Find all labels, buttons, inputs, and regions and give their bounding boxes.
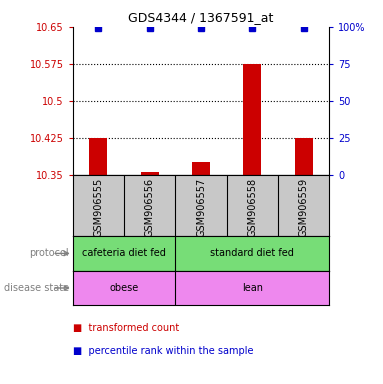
Text: standard diet fed: standard diet fed xyxy=(211,248,294,258)
Text: lean: lean xyxy=(242,283,263,293)
Text: ■  percentile rank within the sample: ■ percentile rank within the sample xyxy=(73,346,253,356)
Text: disease state: disease state xyxy=(4,283,69,293)
Bar xyxy=(141,172,159,175)
Bar xyxy=(90,138,107,175)
Bar xyxy=(295,138,313,175)
Text: ■  transformed count: ■ transformed count xyxy=(73,323,179,333)
Title: GDS4344 / 1367591_at: GDS4344 / 1367591_at xyxy=(128,11,274,24)
Bar xyxy=(192,162,210,175)
Text: GSM906559: GSM906559 xyxy=(299,178,309,237)
Text: cafeteria diet fed: cafeteria diet fed xyxy=(82,248,166,258)
Text: obese: obese xyxy=(110,283,139,293)
Text: GSM906558: GSM906558 xyxy=(247,178,257,237)
Text: GSM906556: GSM906556 xyxy=(145,178,155,237)
Text: GSM906557: GSM906557 xyxy=(196,178,206,237)
Text: protocol: protocol xyxy=(29,248,69,258)
Bar xyxy=(244,64,261,175)
Text: GSM906555: GSM906555 xyxy=(93,178,103,237)
